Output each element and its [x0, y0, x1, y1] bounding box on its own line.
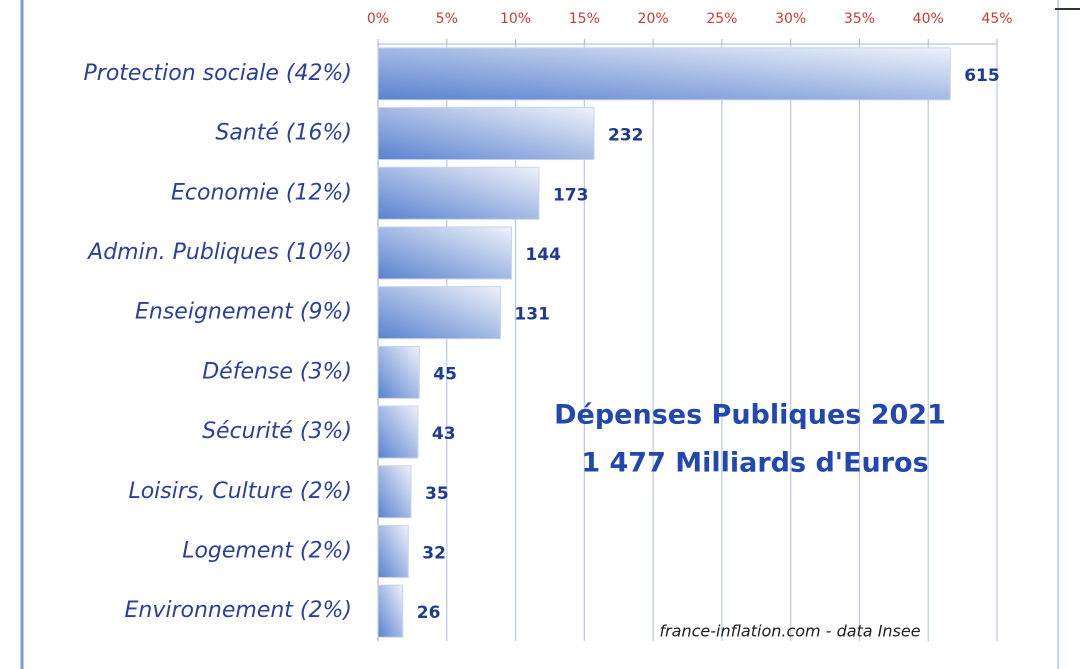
bar [377, 345, 420, 399]
data-label: 32 [422, 543, 446, 563]
category-label: Admin. Publiques (10%) [86, 240, 352, 265]
category-label: Défense (3%) [202, 359, 352, 384]
data-label: 144 [525, 245, 561, 265]
x-tick-label: 20% [638, 11, 669, 27]
data-label: 26 [417, 603, 441, 623]
source: france-inflation.com - data Insee [659, 622, 920, 641]
category-label: Environnement (2%) [125, 598, 353, 623]
bar [377, 47, 951, 101]
data-label: 131 [514, 305, 550, 325]
x-tick-label: 10% [500, 11, 531, 27]
bar [377, 107, 595, 161]
data-label: 43 [432, 424, 456, 444]
x-tick-label: 40% [913, 11, 944, 27]
data-label: 615 [964, 66, 1000, 86]
category-label: Loisirs, Culture (2%) [128, 479, 352, 504]
x-tick-label: 30% [775, 11, 806, 27]
annotation-total: 1 477 Milliards d'Euros [581, 448, 928, 479]
category-label: Sécurité (3%) [202, 419, 352, 444]
x-tick-label: 25% [706, 11, 737, 27]
category-label: Protection sociale (42%) [84, 61, 352, 86]
bar [377, 584, 404, 638]
x-tick-label: 15% [569, 11, 600, 27]
plot: 0% 5% 10% 15% 20% 25% 30% 35% 40% 45% Protection s… [84, 11, 1013, 641]
data-label: 232 [608, 126, 644, 146]
bar [377, 226, 512, 280]
data-label: 173 [553, 185, 589, 205]
data-label: 45 [433, 364, 457, 384]
category-label: Enseignement (9%) [135, 300, 352, 325]
x-tick-label: 35% [844, 11, 875, 27]
bar [377, 524, 409, 578]
data-label: 35 [425, 484, 449, 504]
bar [377, 166, 540, 220]
bar [377, 465, 412, 519]
category-label: Santé (16%) [215, 121, 352, 146]
x-tick-label: 5% [436, 11, 458, 27]
bar [377, 405, 419, 459]
category-label: Logement (2%) [182, 538, 352, 563]
category-label: Economie (12%) [171, 180, 352, 205]
bar [377, 286, 501, 340]
x-tick-label: 0% [367, 11, 389, 27]
x-tick-label: 45% [981, 11, 1012, 27]
annotation-title: Dépenses Publiques 2021 [554, 400, 946, 431]
